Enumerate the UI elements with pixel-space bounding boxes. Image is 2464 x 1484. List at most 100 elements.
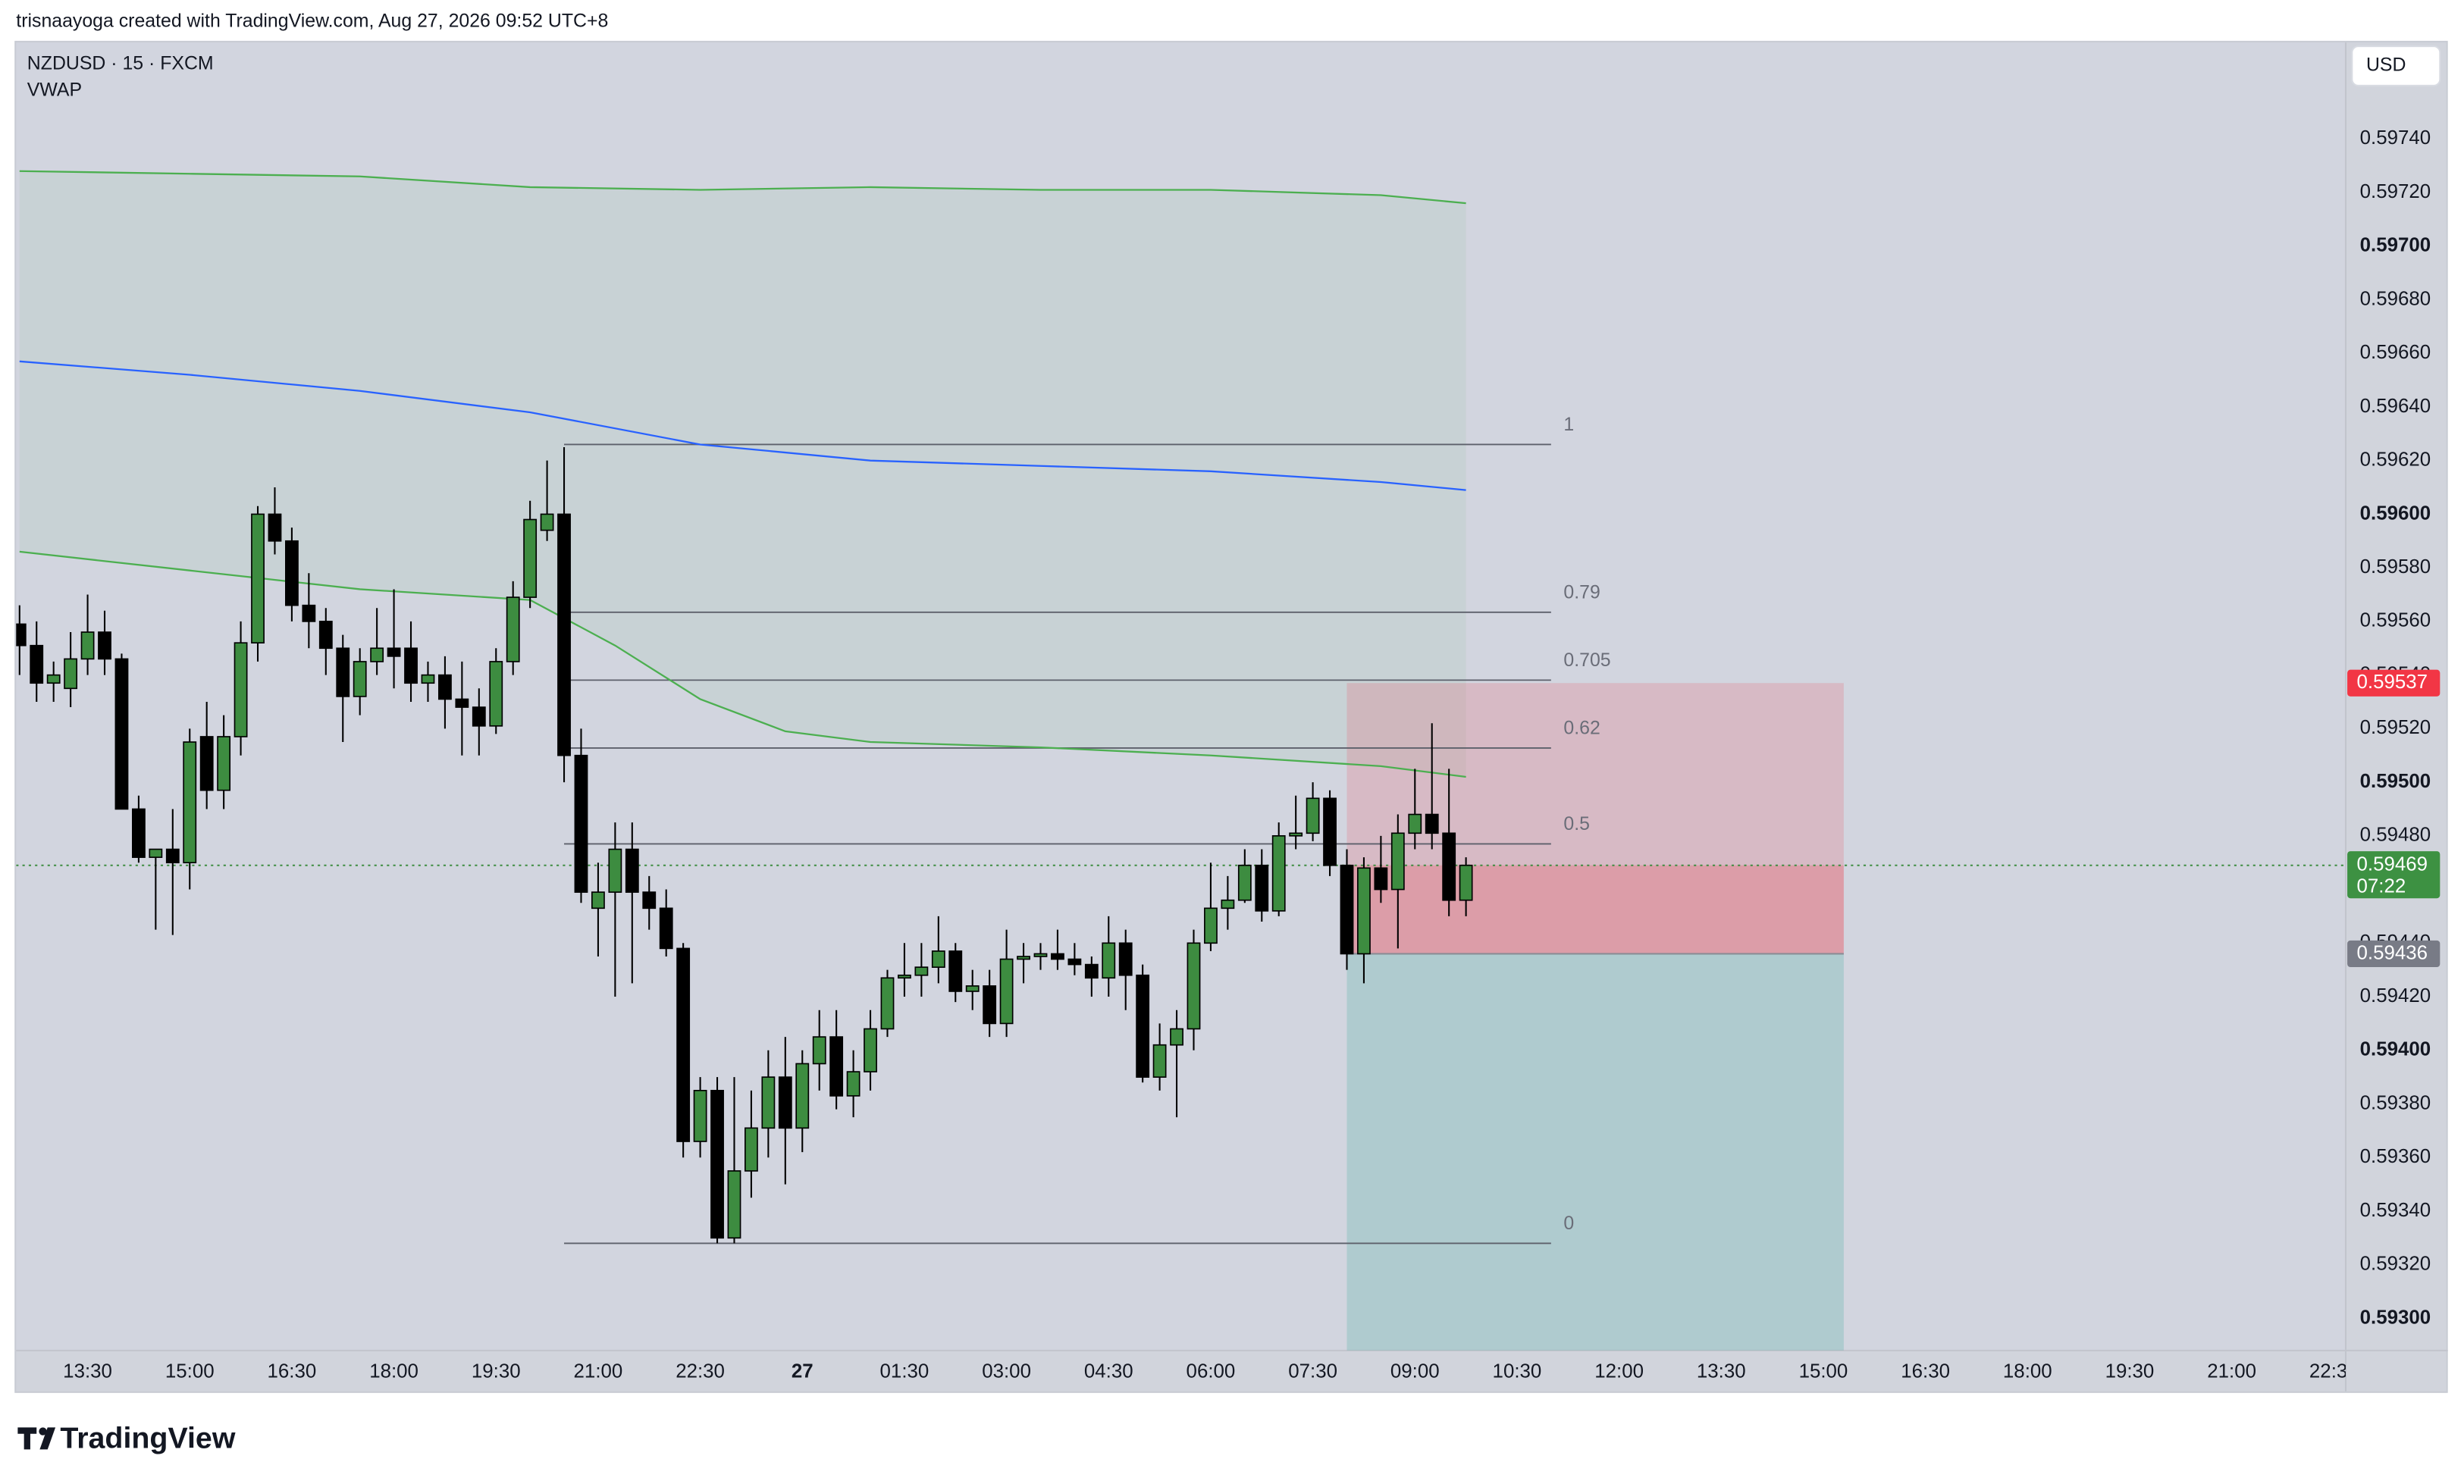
candle-body <box>948 950 963 992</box>
fib-level-label: 0 <box>1563 1213 1574 1234</box>
candle-body <box>745 1127 758 1172</box>
candle-body <box>1357 867 1371 955</box>
candle-body <box>898 974 911 979</box>
x-tick-label: 21:00 <box>574 1361 623 1382</box>
candle-body <box>778 1076 792 1129</box>
vwap-line <box>19 550 1466 778</box>
y-tick-label: 0.59620 <box>2360 449 2431 471</box>
candle-body <box>1204 907 1218 944</box>
candle-body <box>1374 867 1388 891</box>
x-tick-label: 07:30 <box>1288 1361 1337 1382</box>
candle-body <box>387 647 401 657</box>
x-tick-label: 12:00 <box>1594 1361 1644 1382</box>
candle-body <box>574 754 588 893</box>
open-loss-zone <box>1346 865 1844 954</box>
symbol-title: NZDUSD · 15 · FXCM <box>27 53 214 74</box>
candle-body <box>1118 942 1133 976</box>
candle-body <box>489 661 503 727</box>
candle-body <box>302 604 316 622</box>
y-tick-label: 0.59740 <box>2360 127 2431 149</box>
last-price-tag-countdown: 07:22 <box>2357 876 2406 897</box>
candle-body <box>1152 1044 1167 1078</box>
candle-body <box>455 698 469 708</box>
x-tick-label: 21:00 <box>2207 1361 2256 1382</box>
x-tick-label: 13:30 <box>1697 1361 1746 1382</box>
candle-body <box>914 966 929 976</box>
y-tick-label: 0.59520 <box>2360 717 2431 738</box>
x-tick-label: 10:30 <box>1493 1361 1542 1382</box>
candle-body <box>506 596 520 662</box>
x-tick-label: 15:00 <box>165 1361 215 1382</box>
y-tick-label: 0.59680 <box>2360 288 2431 309</box>
logo-icon <box>17 1427 56 1450</box>
candle-body <box>999 958 1014 1025</box>
candle-body <box>1459 864 1473 901</box>
candle-body <box>1017 956 1030 960</box>
fib-level-label: 0.5 <box>1563 813 1590 834</box>
x-tick-label: 18:00 <box>2003 1361 2052 1382</box>
candle-body <box>864 1028 877 1072</box>
candle-body <box>251 513 265 644</box>
y-tick-label: 0.59320 <box>2360 1254 2431 1275</box>
candle-body <box>1340 864 1354 955</box>
x-tick-label: 15:00 <box>1799 1361 1848 1382</box>
candle-body <box>965 985 980 992</box>
currency-label: USD <box>2366 55 2406 76</box>
currency-button[interactable] <box>2351 45 2441 86</box>
vwap-line <box>19 360 1466 491</box>
plot-area <box>16 42 2346 1351</box>
indicator-label: VWAP <box>27 80 82 101</box>
last-price-tag-bg <box>2347 851 2440 899</box>
candle-body <box>983 985 997 1025</box>
candle-body <box>1187 942 1201 1030</box>
candle-body <box>1033 953 1048 957</box>
y-tick-label: 0.59340 <box>2360 1200 2431 1221</box>
candle-body <box>353 661 367 697</box>
candle-body <box>761 1076 776 1129</box>
candle-body <box>199 736 214 791</box>
candle-body <box>1067 958 1082 966</box>
plot: 1 0.79 0.705 0.62 0.5 0 <box>16 170 2346 1351</box>
x-tick-label: 27 <box>792 1361 813 1382</box>
candle-body <box>642 891 657 909</box>
entry-price-tag-bg <box>2347 940 2440 968</box>
candle-body <box>1425 813 1439 834</box>
candle-body <box>880 977 895 1030</box>
candle-body <box>1051 953 1064 960</box>
candle-body <box>370 647 384 662</box>
candle-body <box>625 848 639 893</box>
candle-body <box>812 1036 826 1065</box>
candle-body <box>217 736 231 791</box>
axes: 0.59740 0.59720 0.59700 0.59680 0.59660 0.596… <box>2347 127 2440 1328</box>
candle-body <box>608 848 622 893</box>
candle-body <box>829 1036 844 1097</box>
candle-body <box>318 621 333 650</box>
candle-body <box>234 642 248 737</box>
candle-body <box>131 808 146 858</box>
y-tick-label: 0.59700 <box>2360 235 2431 256</box>
vwap-line <box>19 170 1466 205</box>
candle-body <box>149 848 163 858</box>
candle-body <box>30 644 44 684</box>
y-tick-label: 0.59500 <box>2360 771 2431 792</box>
candle-body <box>165 848 180 864</box>
time-axis: 13:30 15:00 16:30 18:00 19:30 21:00 22:30 27 01:… <box>63 1361 2359 1382</box>
candle-body <box>1237 864 1252 901</box>
y-tick-label: 0.59480 <box>2360 825 2431 846</box>
fib-level-label: 0.79 <box>1563 581 1600 603</box>
stop-price-tag-bg <box>2347 669 2440 697</box>
candle-body <box>1323 797 1337 866</box>
x-tick-label: 19:30 <box>2105 1361 2155 1382</box>
candle-body <box>16 623 27 647</box>
candle-body <box>1102 942 1116 979</box>
x-tick-label: 16:30 <box>268 1361 317 1382</box>
stop-price-tag: 0.59537 <box>2357 672 2428 693</box>
candle-body <box>540 513 554 531</box>
candle-body <box>421 674 435 684</box>
x-tick-label: 22:30 <box>2309 1361 2359 1382</box>
candle-body <box>114 658 129 810</box>
candle-body <box>183 741 197 864</box>
y-tick-label: 0.59560 <box>2360 610 2431 631</box>
y-tick-label: 0.59660 <box>2360 342 2431 363</box>
candle-body <box>846 1071 861 1097</box>
